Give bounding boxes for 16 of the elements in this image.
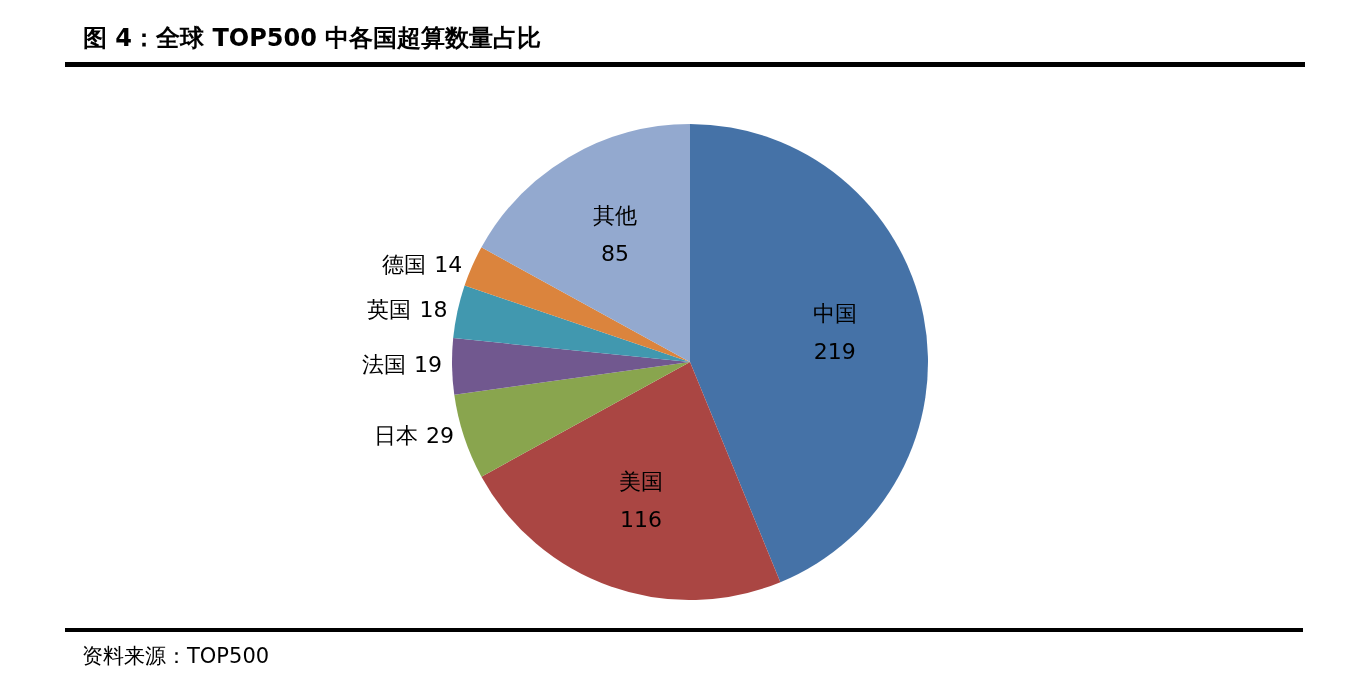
data-label: 85 xyxy=(600,240,629,266)
chart-title: 图 4：全球 TOP500 中各国超算数量占比 xyxy=(82,24,542,52)
slice-label: 其他 xyxy=(592,202,637,228)
slice-label: 德国 xyxy=(382,251,427,277)
data-label: 19 xyxy=(414,352,443,378)
slice-label: 日本 xyxy=(374,422,419,448)
slice-label: 英国 xyxy=(367,297,412,323)
slice-label: 法国 xyxy=(362,352,407,378)
slice-label: 中国 xyxy=(812,301,857,327)
data-label: 116 xyxy=(619,506,662,532)
data-label: 219 xyxy=(813,339,856,365)
slice-label: 美国 xyxy=(618,468,663,494)
text: 资料来源：TOP500 xyxy=(82,643,270,670)
data-label: 18 xyxy=(419,297,448,323)
data-label: 14 xyxy=(434,251,463,277)
data-label: 29 xyxy=(426,422,455,448)
